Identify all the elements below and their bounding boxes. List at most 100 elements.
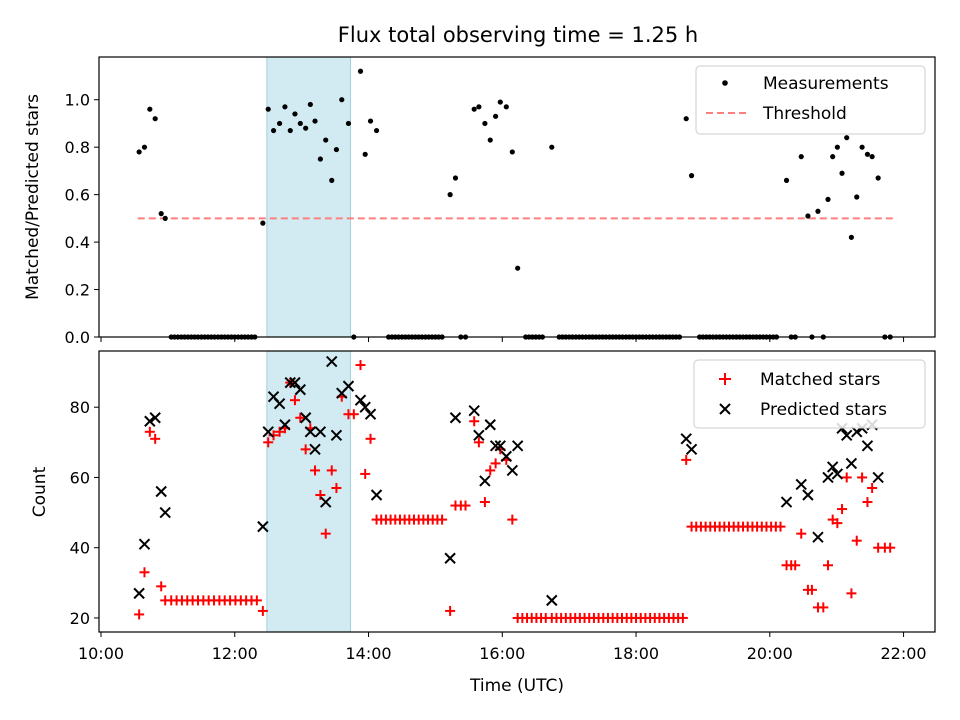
- measurement-point: [482, 120, 488, 127]
- predicted-point: [342, 380, 355, 392]
- measurement-point: [805, 213, 811, 219]
- predicted-point: [133, 587, 145, 600]
- measurement-point: [339, 97, 345, 103]
- matched-point: [320, 528, 331, 539]
- predicted-point: [320, 496, 332, 508]
- matched-point: [460, 500, 471, 511]
- measurement-point: [367, 118, 374, 124]
- measurement-point: [317, 156, 323, 162]
- measurement-point: [497, 99, 503, 105]
- measurement-point: [141, 144, 148, 150]
- matched-point: [841, 472, 852, 483]
- measurement-point: [147, 106, 153, 112]
- y-tick-label: 0.4: [65, 233, 90, 252]
- matched-point: [437, 514, 448, 525]
- matched-point: [251, 595, 262, 606]
- measurement-point: [270, 127, 277, 134]
- top-y-axis-label: Matched/Predicted stars: [23, 94, 43, 300]
- matched-point: [469, 416, 480, 427]
- matched-point: [360, 468, 371, 479]
- predicted-point: [822, 471, 834, 484]
- matched-point: [295, 412, 306, 423]
- bottom-legend: Matched stars Predicted stars: [693, 359, 926, 429]
- y-tick-label: 0.0: [65, 328, 90, 347]
- matched-point: [796, 528, 807, 539]
- measurement-point: [688, 173, 695, 179]
- predicted-point: [812, 531, 824, 543]
- matched-point: [837, 504, 848, 515]
- matched-point: [326, 465, 337, 476]
- measurement-point: [509, 149, 515, 155]
- measurement-point: [839, 170, 845, 176]
- predicted-legend-marker: [719, 403, 731, 415]
- bottom-y-axis: 20 40 60 80: [70, 398, 99, 628]
- top-legend: Measurements Threshold: [695, 65, 926, 135]
- top-x-axis: [100, 337, 905, 342]
- predicted-point: [279, 419, 291, 431]
- measurement-point: [875, 175, 881, 181]
- measurements-legend-marker: [722, 80, 728, 86]
- matched-point: [832, 518, 843, 529]
- threshold-legend-label: Threshold: [762, 104, 847, 124]
- matched-point: [274, 426, 285, 437]
- matched-point: [365, 433, 376, 444]
- predicted-point: [138, 538, 151, 550]
- measurement-point: [362, 151, 368, 157]
- matched-point: [445, 605, 456, 616]
- measurement-point: [815, 208, 821, 214]
- measurement-point: [292, 111, 298, 117]
- predicted-point: [159, 506, 171, 519]
- predicted-point: [309, 443, 321, 456]
- matched-point: [790, 560, 801, 571]
- measurement-point: [476, 104, 482, 110]
- matched-point: [150, 433, 161, 444]
- y-tick-label: 1.0: [65, 91, 90, 110]
- predicted-point: [861, 440, 874, 452]
- measurement-point: [297, 120, 303, 127]
- matched-point: [846, 588, 857, 599]
- matched-point: [139, 567, 150, 578]
- measurement-point: [515, 265, 521, 271]
- matched-layer: [134, 360, 896, 623]
- bottom-legend-frame: [693, 359, 926, 429]
- predicted-layer: [133, 355, 884, 607]
- matched-point: [289, 395, 300, 406]
- measurement-point: [282, 104, 288, 110]
- matched-point: [257, 605, 268, 616]
- predicted-point: [685, 443, 698, 456]
- matched-point: [485, 465, 496, 476]
- bottom-plot-frame: [98, 350, 936, 633]
- predicted-point: [294, 383, 307, 396]
- predicted-point: [500, 450, 513, 463]
- matched-point: [156, 581, 167, 592]
- y-tick-label: 20: [70, 609, 90, 628]
- predicted-point: [484, 419, 496, 431]
- measurement-point: [323, 137, 329, 143]
- matched-point: [134, 609, 145, 620]
- y-tick-label: 60: [70, 468, 90, 487]
- measurement-point: [834, 144, 840, 150]
- measurement-point: [854, 194, 860, 200]
- predicted-point: [326, 355, 338, 368]
- predicted-point: [872, 471, 884, 484]
- y-tick-label: 0.6: [65, 186, 90, 205]
- matched-point: [867, 482, 878, 493]
- measurement-point: [276, 120, 283, 127]
- predicted-point: [479, 475, 491, 487]
- matched-point: [473, 437, 484, 448]
- matched-legend-label: Matched stars: [760, 370, 880, 390]
- y-tick-label: 80: [70, 398, 90, 417]
- predicted-point: [795, 478, 807, 491]
- y-tick-label: 0.8: [65, 138, 90, 157]
- predicted-point: [370, 489, 383, 501]
- matched-point: [885, 542, 896, 553]
- predicted-point: [364, 408, 377, 420]
- predicted-point: [511, 440, 524, 452]
- matched-point: [479, 497, 490, 508]
- predicted-point: [314, 426, 327, 438]
- measurement-point: [287, 127, 293, 134]
- matched-point: [300, 444, 311, 455]
- matched-point: [857, 472, 868, 483]
- matched-point: [851, 535, 862, 546]
